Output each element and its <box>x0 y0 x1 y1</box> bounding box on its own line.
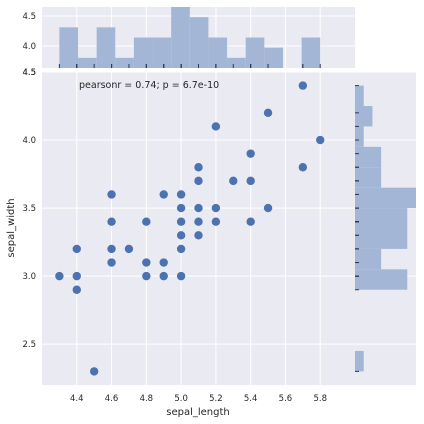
scatter-point <box>55 271 64 281</box>
scatter-point <box>176 190 186 199</box>
scatter-point <box>159 190 168 199</box>
scatter-point <box>246 176 255 186</box>
top-hist-bar <box>189 17 209 69</box>
right-hist-bar <box>355 146 382 168</box>
y-tick-label: 3.5 <box>22 204 36 214</box>
y-tick-label: 2.5 <box>22 340 36 350</box>
scatter-point <box>72 244 81 254</box>
top-hist-bar <box>264 47 283 68</box>
x-tick-label: 5.2 <box>209 394 223 404</box>
scatter-point <box>107 244 116 254</box>
pearson-annotation: pearsonr = 0.74; p = 6.7e-10 <box>79 80 219 91</box>
x-axis-title: sepal_length <box>166 407 230 418</box>
scatter-point <box>176 217 186 226</box>
x-tick-label: 4.6 <box>105 394 119 404</box>
top-hist-bar <box>133 37 153 68</box>
scatter-point <box>176 203 186 213</box>
top-hist-bar <box>59 27 79 68</box>
top-marginal-y-tick-labels: 4.5 4.0 4.5 <box>22 12 36 78</box>
plot-background <box>42 72 355 385</box>
scatter-point <box>211 122 221 131</box>
right-hist-bar <box>355 248 382 270</box>
right-marginal-histogram <box>355 85 416 372</box>
scatter-point <box>194 217 203 226</box>
y-tick-label: 4.5 <box>22 68 36 78</box>
marginal-rug-marks <box>58 64 359 372</box>
right-hist-bar <box>355 85 364 107</box>
right-hist-bar <box>355 208 408 229</box>
scatter-point <box>72 271 81 281</box>
y-tick-label: 4.0 <box>22 136 36 146</box>
top-hist-bar <box>227 57 246 68</box>
scatter-point <box>298 81 308 90</box>
top-marginal-histogram <box>59 7 321 69</box>
scatter-point <box>159 258 168 267</box>
top-hist-bar <box>96 27 116 68</box>
scatter-point <box>89 367 99 376</box>
x-tick-label: 5.6 <box>279 394 293 404</box>
top-hist-bar <box>152 37 172 68</box>
y-axis-title: sepal_width <box>6 198 17 257</box>
top-hist-bar <box>208 37 228 68</box>
top-hist-bar <box>171 7 190 68</box>
scatter-point <box>263 108 273 118</box>
scatter-point <box>194 203 203 213</box>
x-tick-label: 5.4 <box>244 394 258 404</box>
scatter-point <box>176 244 186 254</box>
scatter-point <box>194 231 203 240</box>
y-tick-label: 3.0 <box>22 272 36 282</box>
scatter-point <box>159 271 168 281</box>
scatter-point <box>142 258 151 267</box>
scatter-points <box>55 81 325 376</box>
scatter-point <box>211 203 221 213</box>
top-y-tick-label: 4.5 <box>22 12 36 22</box>
scatter-point <box>142 271 151 281</box>
x-tick-label: 4.8 <box>140 394 154 404</box>
right-hist-bar <box>355 228 408 249</box>
scatter-point <box>246 149 255 158</box>
right-hist-bar <box>355 106 373 127</box>
scatter-point <box>316 135 325 145</box>
x-tick-label: 4.4 <box>70 394 84 404</box>
right-hist-bar <box>355 269 408 290</box>
right-hist-bar <box>355 350 364 372</box>
scatter-point <box>298 163 308 172</box>
right-hist-bar <box>355 167 382 188</box>
scatter-point <box>176 271 186 281</box>
scatter-point <box>124 244 134 254</box>
scatter-point <box>246 217 255 226</box>
scatter-point <box>107 190 116 199</box>
top-hist-bar <box>245 37 265 68</box>
scatter-point <box>107 258 116 267</box>
top-hist-bar <box>78 57 97 68</box>
scatter-point <box>142 217 151 226</box>
x-tick-labels: 4.4 4.6 4.8 5.0 5.2 5.4 5.6 5.8 <box>70 394 327 404</box>
scatter-point <box>176 231 186 240</box>
scatter-point <box>194 163 203 172</box>
scatter-point <box>72 285 81 294</box>
scatter-point <box>194 176 203 186</box>
top-hist-bar <box>301 37 321 68</box>
x-tick-label: 5.0 <box>174 394 188 404</box>
top-hist-bar <box>115 57 134 68</box>
scatter-point <box>211 217 221 226</box>
y-tick-labels: 2.5 3.0 3.5 4.0 4.5 <box>22 68 36 350</box>
scatter-point <box>263 203 273 213</box>
scatter-point <box>229 176 238 186</box>
right-hist-bar <box>355 187 416 209</box>
scatter-point <box>107 217 116 226</box>
right-hist-bar <box>355 126 364 147</box>
top-y-tick-label: 4.0 <box>22 42 36 52</box>
top-y-tick-label: 4.5 <box>22 68 36 78</box>
x-tick-label: 5.8 <box>313 394 327 404</box>
